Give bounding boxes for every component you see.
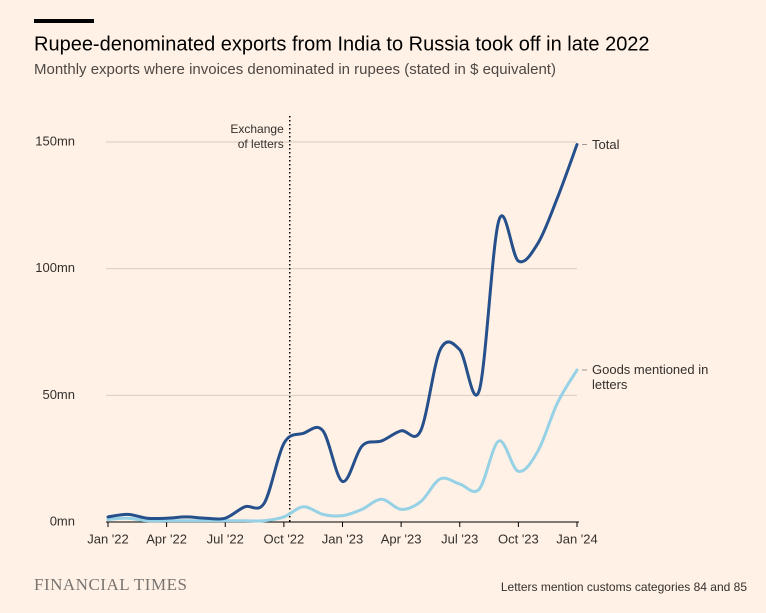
x-tick-label: Jan '23 bbox=[322, 531, 364, 546]
x-tick-label: Oct '22 bbox=[263, 531, 304, 546]
x-tick-label: Apr '22 bbox=[146, 531, 187, 546]
chart-title: Rupee-denominated exports from India to … bbox=[34, 33, 650, 55]
y-tick-label: 150mn bbox=[35, 133, 75, 148]
y-tick-label: 0mn bbox=[50, 513, 75, 528]
x-tick-label: Apr '23 bbox=[381, 531, 422, 546]
brand-bar bbox=[34, 19, 94, 23]
publisher: FINANCIAL TIMES bbox=[34, 575, 187, 594]
x-tick-label: Jul '22 bbox=[207, 531, 244, 546]
y-tick-label: 100mn bbox=[35, 260, 75, 275]
y-tick-label: 50mn bbox=[42, 387, 75, 402]
x-tick-label: Jan '24 bbox=[556, 531, 598, 546]
x-tick-label: Jan '22 bbox=[87, 531, 129, 546]
chart-subtitle: Monthly exports where invoices denominat… bbox=[34, 61, 556, 78]
series-line bbox=[106, 143, 579, 521]
series-label: Total bbox=[592, 136, 620, 152]
series-label: Goods mentioned in letters bbox=[592, 362, 709, 392]
x-tick-label: Oct '23 bbox=[498, 531, 539, 546]
x-tick-label: Jul '23 bbox=[441, 531, 478, 546]
series-line bbox=[106, 368, 579, 523]
source-note: Letters mention customs categories 84 an… bbox=[501, 580, 747, 594]
annotation-text: Exchange of letters bbox=[230, 122, 284, 151]
